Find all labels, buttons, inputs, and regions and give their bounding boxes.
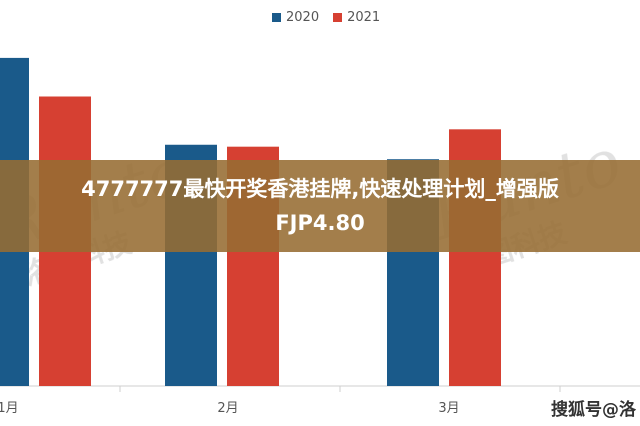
legend-swatch-2020 — [272, 13, 281, 22]
x-tick-labels: 1月 2月 3月 — [0, 401, 460, 416]
legend-label-2020: 2020 — [286, 10, 320, 25]
x-tick-label: 3月 — [438, 401, 459, 416]
legend: 2020 2021 — [272, 10, 380, 25]
legend-label-2021: 2021 — [347, 10, 381, 25]
legend-item-2020: 2020 — [272, 10, 319, 25]
source-watermark: 搜狐号@洛 — [551, 395, 636, 420]
banner-title-line1: 4777777最快开奖香港挂牌,快速处理计划_增强版 — [81, 177, 559, 201]
legend-swatch-2021 — [333, 13, 343, 22]
legend-item-2021: 2021 — [333, 10, 380, 25]
x-tick-label: 2月 — [217, 401, 238, 416]
title-banner: 4777777最快开奖香港挂牌,快速处理计划_增强版 FJP4.80 — [0, 160, 640, 252]
x-tick-label: 1月 — [0, 401, 19, 416]
x-axis — [0, 385, 640, 392]
banner-title-line2: FJP4.80 — [275, 211, 365, 235]
